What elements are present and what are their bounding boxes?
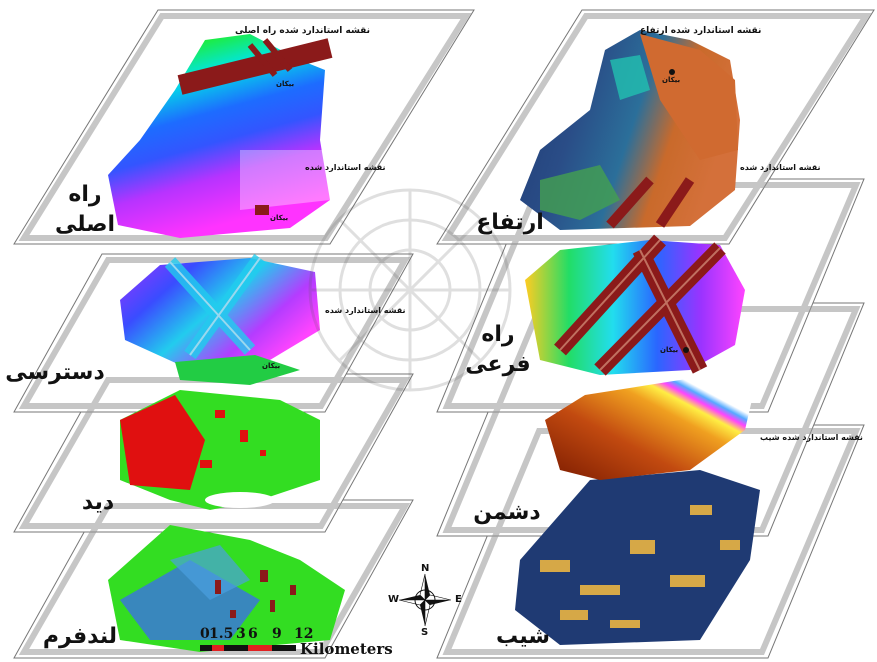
compass-rose [398,573,452,627]
scale-bar [200,645,296,651]
town-label-access: بیکان [270,214,289,222]
label-enemy: دشمن [473,500,541,525]
panel-title-access: نقشه استاندارد شده [305,163,386,172]
scale-tick-1-5: 1.5 [209,626,234,642]
label-access: دسترسی [5,360,105,385]
compass-s: S [421,627,429,638]
label-mainroad: راه اصلی [40,180,130,240]
town-label-elevation: بیکان [662,76,681,84]
scale-tick-3: 3 [236,626,246,642]
map-access [120,253,320,385]
label-mainroad-line2: اصلی [54,212,116,237]
label-slope: شیب [496,624,550,649]
scale-unit: Kilometers [300,640,393,658]
scale-tick-0: 0 [200,626,210,642]
map-visibility [120,390,320,510]
map-subroad [525,234,745,376]
map-landform [108,525,345,652]
label-elevation: ارتفاع [476,210,544,235]
compass-n: N [421,563,430,574]
label-visibility: دید [81,490,115,515]
compass-e: E [455,594,462,605]
compass-w: W [388,594,400,605]
map-elevation [520,30,740,230]
map-enemy [545,365,760,480]
label-subroad-line2: فرعی [465,352,531,377]
panel-title-visibility: نقشه استاندارد شده [325,306,406,315]
scale-tick-12: 12 [294,626,314,642]
label-subroad-line1: راه [481,322,515,347]
watermark-logo [308,188,512,392]
scale-tick-6: 6 [248,626,258,642]
map-mainroad [108,34,333,238]
label-mainroad-line1: راه [68,182,102,207]
town-label-mainroad: بیکان [276,80,295,88]
label-landform: لندفرم [42,624,118,649]
panel-title-subroad: نقشه استاندارد شده [740,163,821,172]
scale-tick-9: 9 [272,626,282,642]
town-label-subroad: بیکان [660,346,679,354]
panel-title-enemy: نقشه استاندارد شده شیب [760,433,863,442]
town-label-visibility: بیکان [262,362,281,370]
map-slope [515,470,760,645]
label-subroad: راه فرعی [458,320,538,380]
panel-title-mainroad: نقشه استاندارد شده راه اصلی [235,26,370,36]
panel-title-elevation: نقشه استاندارد شده ارتفاع [640,26,762,36]
